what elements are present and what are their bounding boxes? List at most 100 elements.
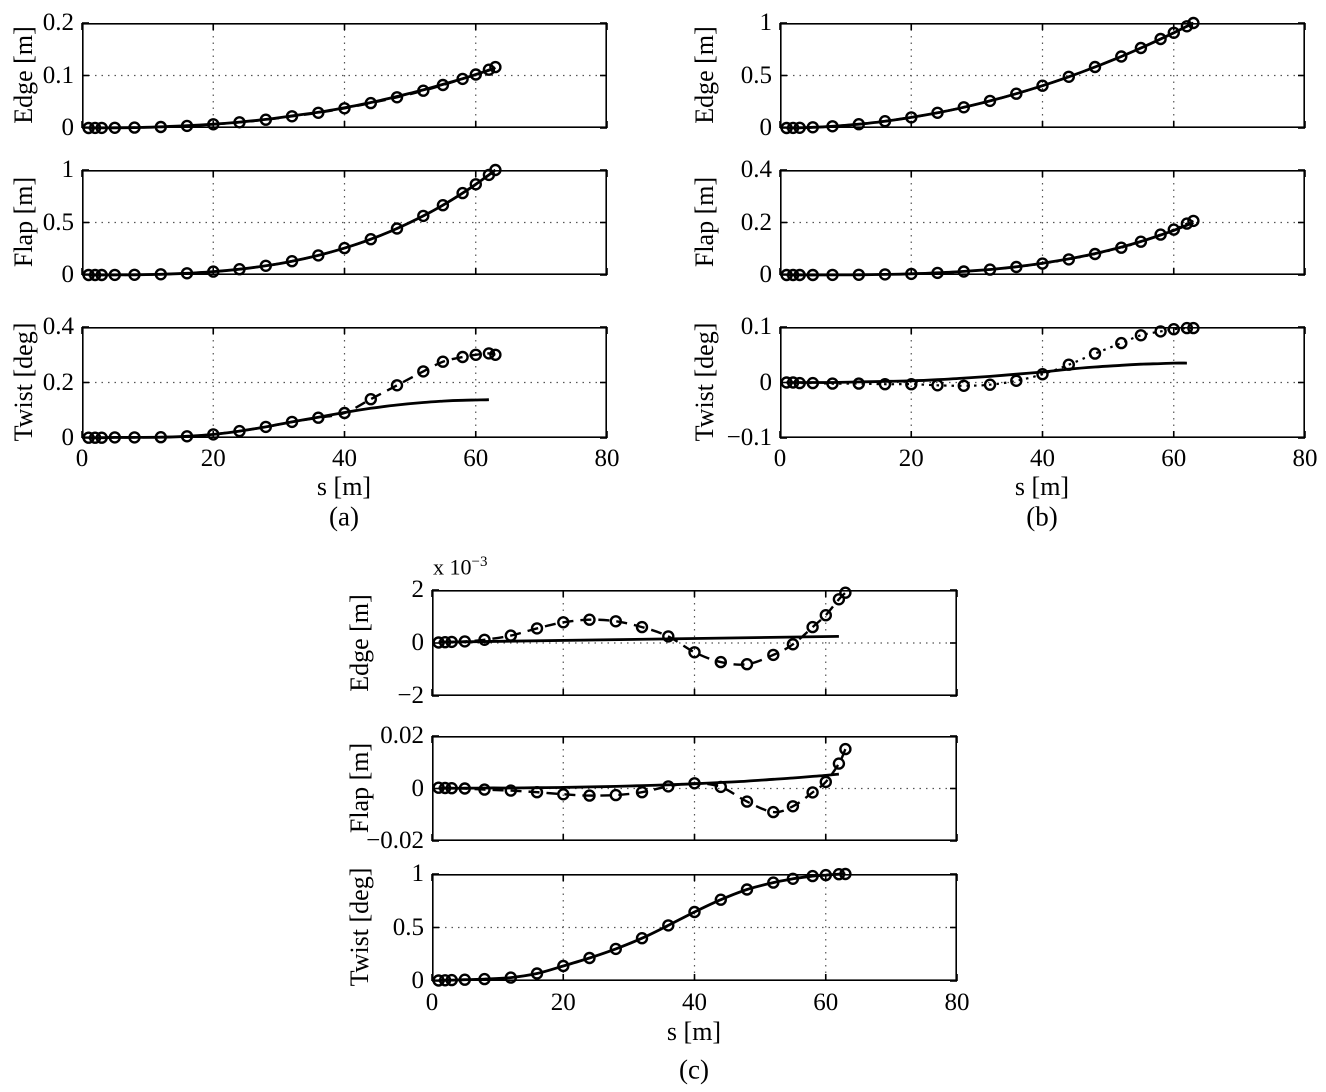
marker-circle xyxy=(364,232,377,246)
marker-circle xyxy=(806,869,819,883)
x-tick-label: 20 xyxy=(898,445,924,472)
marker-circle xyxy=(259,113,273,126)
marker-circle xyxy=(1167,323,1180,336)
marker-circle xyxy=(207,265,220,278)
y-tick-label: 0.4 xyxy=(42,313,74,340)
marker-circle xyxy=(767,648,780,662)
marker-circle xyxy=(806,620,819,634)
marker-circle xyxy=(786,376,800,389)
y-tick-label: 0 xyxy=(61,424,75,451)
marker-circle xyxy=(1134,235,1148,248)
marker-circle xyxy=(826,377,839,390)
marker-circle xyxy=(662,919,675,932)
marker-circle xyxy=(609,942,623,956)
marker-circle xyxy=(390,379,404,392)
multiplier-exponent: −3 xyxy=(471,554,488,570)
marker-circle xyxy=(530,622,544,635)
marker-circle xyxy=(285,415,299,429)
y-tick-label: 0 xyxy=(61,261,75,288)
axes-box xyxy=(432,590,958,697)
marker-circle xyxy=(819,609,832,622)
marker-circle xyxy=(819,775,832,789)
marker-circle xyxy=(1036,368,1049,381)
marker-circle xyxy=(1115,50,1128,63)
marker-circle xyxy=(635,931,649,945)
caption-c: (c) xyxy=(679,1054,709,1085)
marker-circle xyxy=(436,78,450,92)
y-tick-label: 1 xyxy=(411,860,425,887)
marker-circle xyxy=(1115,241,1128,254)
marker-circle xyxy=(482,347,496,360)
marker-circle xyxy=(1062,70,1075,83)
series-circle-markers-c-flap xyxy=(438,748,847,814)
marker-circle xyxy=(1187,214,1200,228)
marker-circle xyxy=(469,348,482,361)
marker-circle xyxy=(688,905,701,919)
marker-circle xyxy=(1167,223,1180,236)
y-tick-label: 2 xyxy=(411,576,425,603)
marker-circle xyxy=(417,84,430,97)
y-tick-label: 0.2 xyxy=(42,368,74,396)
marker-circle xyxy=(530,967,544,980)
y-tick-label: 0 xyxy=(759,261,773,288)
y-tick-label: 0.2 xyxy=(740,208,772,236)
marker-circle xyxy=(504,629,518,642)
marker-circle xyxy=(1062,253,1075,266)
marker-circle xyxy=(390,91,404,104)
axes-box xyxy=(780,327,1306,439)
marker-circle xyxy=(957,265,971,278)
x-tick-label: 0 xyxy=(425,989,439,1016)
axes-box xyxy=(82,170,608,276)
plot-panel-b-flap xyxy=(779,169,1306,282)
xlabel-b: s [m] xyxy=(1014,472,1070,501)
marker-circle xyxy=(852,377,866,390)
marker-circle xyxy=(438,781,452,795)
xlabel-a: s [m] xyxy=(316,472,372,501)
x-tick-label: 0 xyxy=(773,445,787,472)
marker-circle xyxy=(530,786,544,799)
marker-circle xyxy=(786,638,800,651)
marker-circle xyxy=(688,646,701,659)
marker-circle xyxy=(180,430,194,443)
y-tick-label: 0 xyxy=(759,114,773,141)
marker-circle xyxy=(478,972,491,986)
marker-circle xyxy=(852,117,866,131)
marker-circle xyxy=(456,350,469,364)
marker-circle xyxy=(826,120,839,133)
series-solid-line-c-flap xyxy=(438,772,840,790)
marker-circle xyxy=(504,971,518,984)
caption-b: (b) xyxy=(1026,501,1058,532)
x-tick-label: 40 xyxy=(1030,445,1055,472)
plot-panel-b-edge xyxy=(779,16,1306,135)
marker-circle xyxy=(714,780,727,794)
marker-circle xyxy=(609,615,623,628)
marker-circle xyxy=(957,379,971,392)
x-tick-label: 40 xyxy=(332,445,357,472)
marker-circle xyxy=(445,782,458,795)
plot-panel-a-twist xyxy=(81,326,608,444)
marker-circle xyxy=(839,742,852,756)
marker-circle xyxy=(832,593,846,606)
marker-circle xyxy=(364,96,377,110)
marker-circle xyxy=(878,378,892,391)
marker-circle xyxy=(1088,60,1102,74)
marker-circle xyxy=(740,795,754,808)
xlabel-c: s [m] xyxy=(666,1017,722,1046)
y-tick-label: 0 xyxy=(411,967,425,994)
plot-panel-a-edge xyxy=(81,22,608,135)
y-tick-label: −2 xyxy=(397,682,424,709)
marker-circle xyxy=(714,893,727,906)
marker-circle xyxy=(931,266,944,280)
series-circle-markers-a-edge xyxy=(88,65,496,130)
marker-circle xyxy=(364,392,377,406)
marker-circle xyxy=(1180,217,1194,230)
marker-circle xyxy=(839,586,852,599)
marker-circle xyxy=(1154,32,1167,46)
marker-circle xyxy=(740,657,754,671)
y-tick-label: 0 xyxy=(411,774,425,802)
marker-circle xyxy=(878,114,892,128)
x-tick-label: 0 xyxy=(75,445,89,472)
series-circle-markers-c-edge xyxy=(438,591,847,666)
marker-circle xyxy=(417,209,430,223)
marker-circle xyxy=(793,376,806,390)
